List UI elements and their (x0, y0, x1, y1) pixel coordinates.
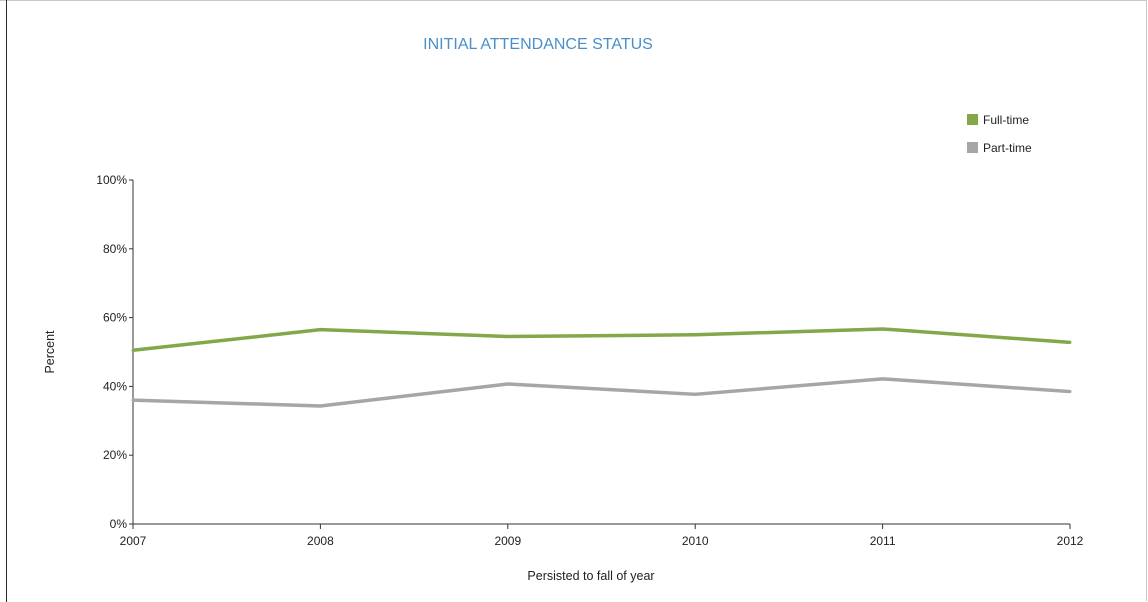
data-point (881, 327, 885, 331)
legend-swatch (967, 142, 978, 153)
legend-label: Part-time (983, 141, 1032, 155)
series-line-full-time (132, 327, 1071, 353)
x-tick-label: 2008 (307, 534, 334, 548)
y-tick-label: 60% (103, 311, 127, 325)
data-point (131, 398, 135, 402)
data-point (506, 335, 510, 339)
left-border-line (6, 0, 7, 602)
x-tick-label: 2007 (120, 534, 147, 548)
data-point (318, 404, 322, 408)
data-point (693, 392, 697, 396)
legend: Full-time Part-time (967, 113, 1032, 155)
x-tick-label: 2009 (494, 534, 521, 548)
y-tick-label: 100% (96, 173, 127, 187)
data-point (693, 333, 697, 337)
y-tick-label: 0% (110, 517, 128, 531)
x-tick-label: 2012 (1057, 534, 1084, 548)
data-point (506, 382, 510, 386)
data-point (318, 328, 322, 332)
data-point (131, 348, 135, 352)
x-axis-label: Persisted to fall of year (527, 569, 654, 583)
series-line-part-time (132, 377, 1071, 408)
x-tick-label: 2010 (682, 534, 709, 548)
data-point (1068, 340, 1072, 344)
y-axis-ticks: 0% 20% 40% 60% 80% 100% (96, 173, 133, 531)
chart-title: INITIAL ATTENDANCE STATUS (423, 36, 653, 53)
x-tick-label: 2011 (870, 534, 896, 548)
y-tick-label: 80% (103, 242, 127, 256)
data-point (881, 377, 885, 381)
data-point (1068, 390, 1072, 394)
y-axis-label: Percent (43, 330, 57, 374)
series-lines (131, 327, 1072, 408)
x-axis-ticks: 2007 2008 2009 2010 2011 2012 (120, 524, 1084, 548)
legend-label: Full-time (983, 113, 1029, 127)
legend-swatch (967, 114, 978, 125)
y-tick-label: 40% (103, 379, 127, 393)
y-tick-label: 20% (103, 448, 127, 462)
